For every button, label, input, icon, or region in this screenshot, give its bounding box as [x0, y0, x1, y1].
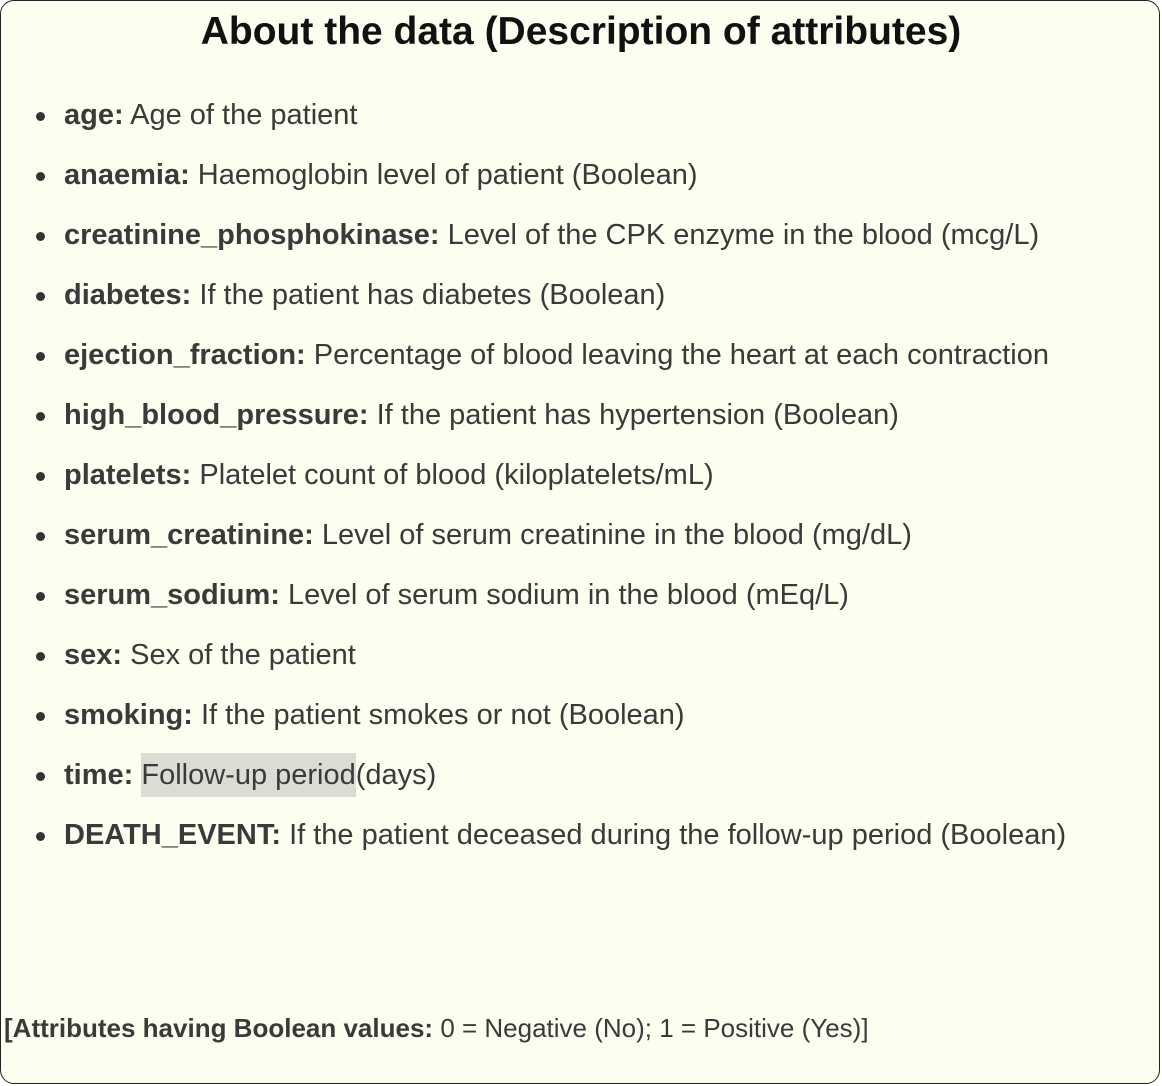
- attribute-description: Haemoglobin level of patient (Boolean): [197, 159, 698, 191]
- highlighted-text-selection[interactable]: Follow-up period: [141, 753, 356, 797]
- list-item-ejection-fraction: ejection_fraction: Percentage of blood l…: [1, 329, 1159, 381]
- attribute-description: If the patient has hypertension (Boolean…: [376, 399, 899, 431]
- attribute-description: If the patient smokes or not (Boolean): [200, 699, 685, 731]
- list-item-time: time: Follow-up period(days): [1, 749, 1159, 801]
- list-item-sex: sex: Sex of the patient: [1, 629, 1159, 681]
- attribute-name: diabetes:: [64, 279, 192, 311]
- attribute-description: Level of the CPK enzyme in the blood (mc…: [447, 219, 1040, 251]
- list-item-creatinine-phosphokinase: creatinine_phosphokinase: Level of the C…: [1, 209, 1159, 261]
- attribute-name: anaemia:: [64, 159, 190, 191]
- attribute-description: Sex of the patient: [130, 639, 356, 671]
- attribute-name: DEATH_EVENT:: [64, 819, 281, 851]
- attribute-description: Age of the patient: [130, 99, 358, 131]
- attribute-name: sex:: [64, 639, 123, 671]
- list-item-serum-creatinine: serum_creatinine: Level of serum creatin…: [1, 509, 1159, 561]
- attribute-description: Level of serum sodium in the blood (mEq/…: [288, 579, 849, 611]
- footer-bracket-open: [: [4, 1013, 13, 1043]
- boolean-values-note: [Attributes having Boolean values: 0 = N…: [4, 1009, 869, 1047]
- attribute-name: serum_sodium:: [64, 579, 280, 611]
- list-item-anaemia: anaemia: Haemoglobin level of patient (B…: [1, 149, 1159, 201]
- attribute-description: If the patient deceased during the follo…: [289, 819, 1067, 851]
- attribute-name: platelets:: [64, 459, 192, 491]
- attribute-description: (days): [355, 759, 437, 791]
- attribute-list: age: Age of the patient anaemia: Haemogl…: [1, 89, 1159, 869]
- attribute-name: age:: [64, 99, 124, 131]
- footer-text: 0 = Negative (No); 1 = Positive (Yes)]: [440, 1013, 869, 1043]
- attribute-description: Platelet count of blood (kiloplatelets/m…: [199, 459, 714, 491]
- attribute-description: Level of serum creatinine in the blood (…: [321, 519, 912, 551]
- attribute-name: time:: [64, 759, 134, 791]
- list-item-diabetes: diabetes: If the patient has diabetes (B…: [1, 269, 1159, 321]
- list-item-serum-sodium: serum_sodium: Level of serum sodium in t…: [1, 569, 1159, 621]
- attribute-name: smoking:: [64, 699, 193, 731]
- attribute-name: ejection_fraction:: [64, 339, 306, 371]
- footer-bold-label: Attributes having Boolean values:: [12, 1013, 434, 1043]
- attribute-name: serum_creatinine:: [64, 519, 314, 551]
- attribute-name: creatinine_phosphokinase:: [64, 219, 440, 251]
- list-item-death-event: DEATH_EVENT: If the patient deceased dur…: [1, 809, 1159, 861]
- list-item-age: age: Age of the patient: [1, 89, 1159, 141]
- attribute-description: Percentage of blood leaving the heart at…: [313, 339, 1049, 371]
- attribute-description: If the patient has diabetes (Boolean): [199, 279, 666, 311]
- attribute-name: high_blood_pressure:: [64, 399, 369, 431]
- list-item-smoking: smoking: If the patient smokes or not (B…: [1, 689, 1159, 741]
- list-item-platelets: platelets: Platelet count of blood (kilo…: [1, 449, 1159, 501]
- list-item-high-blood-pressure: high_blood_pressure: If the patient has …: [1, 389, 1159, 441]
- page-title: About the data (Description of attribute…: [200, 10, 962, 53]
